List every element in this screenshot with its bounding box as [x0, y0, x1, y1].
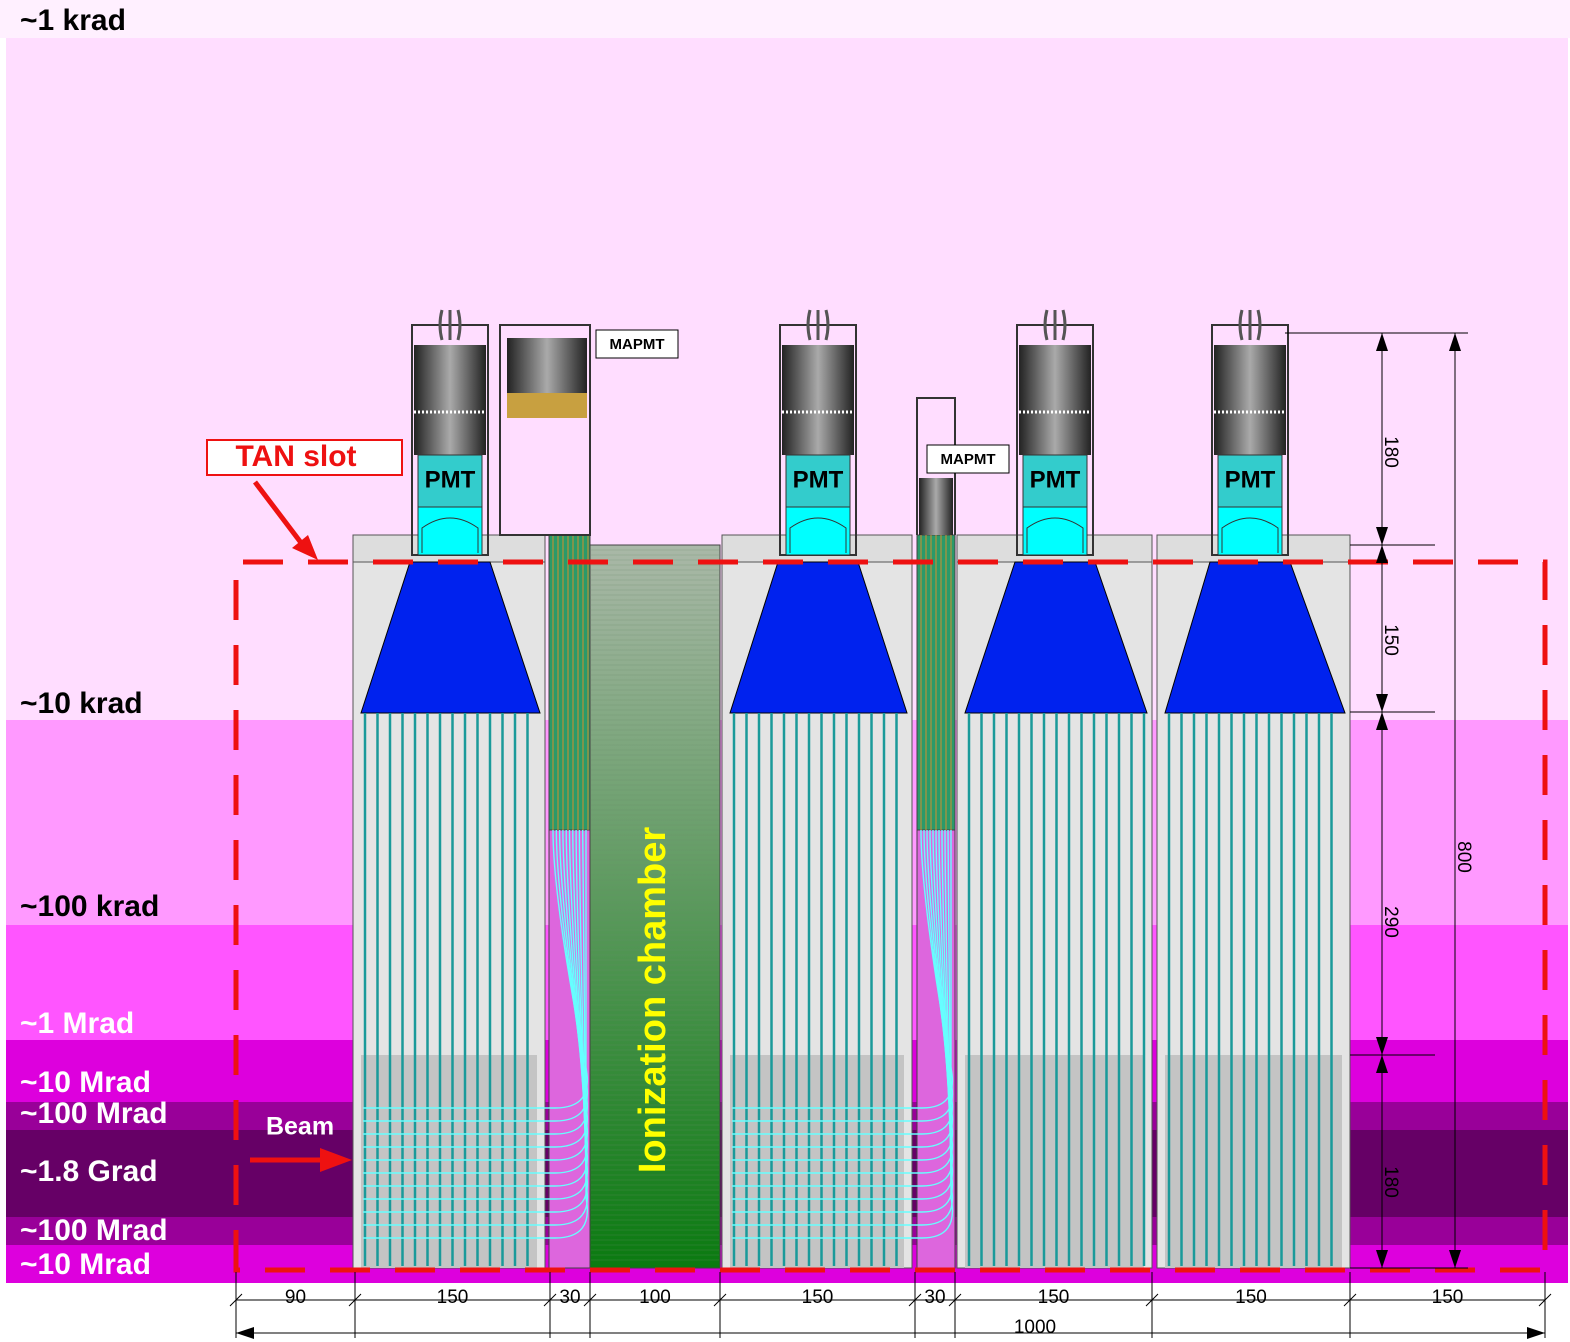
dim-label: 30 — [559, 1287, 580, 1308]
dim-total: 1000 — [1014, 1317, 1056, 1338]
dim-arrow — [236, 1327, 254, 1339]
mapmt — [919, 478, 953, 535]
dim-label: 150 — [1038, 1287, 1070, 1308]
module-lower — [730, 1055, 904, 1268]
module-lower — [361, 1055, 537, 1268]
dim-label: 30 — [924, 1287, 945, 1308]
mapmt-base — [507, 393, 587, 418]
dim-label: 180 — [1380, 436, 1401, 468]
pmt-window — [786, 507, 850, 555]
pmt-body — [1214, 345, 1286, 455]
dose-level: ~100 Mrad — [20, 1097, 168, 1130]
pmt-body — [782, 345, 854, 455]
module-lower — [965, 1055, 1144, 1268]
module-lower — [1165, 1055, 1342, 1268]
pmt-label: PMT — [793, 466, 844, 493]
dim-label: 90 — [285, 1287, 306, 1308]
pmt-label: PMT — [1225, 466, 1276, 493]
dim-total: 800 — [1453, 841, 1474, 873]
pmt-window — [1023, 507, 1087, 555]
dose-level: ~10 krad — [20, 687, 143, 720]
dose-level: ~1 krad — [20, 4, 126, 37]
mapmt-label: MAPMT — [610, 336, 665, 353]
dim-label: 150 — [802, 1287, 834, 1308]
dim-label: 290 — [1380, 906, 1401, 938]
dose-level: ~10 Mrad — [20, 1066, 151, 1099]
pmt-body — [414, 345, 486, 455]
pmt-window — [1218, 507, 1282, 555]
dim-label: 150 — [1235, 1287, 1267, 1308]
dose-level: ~1.8 Grad — [20, 1155, 158, 1188]
pmt-window — [418, 507, 482, 555]
ionization-label: Ionization chamber — [632, 827, 674, 1173]
pmt-label: PMT — [425, 466, 476, 493]
dose-level: ~100 Mrad — [20, 1214, 168, 1247]
fiber-bundle — [549, 535, 590, 830]
dim-label: 150 — [1380, 624, 1401, 656]
dim-label: 150 — [437, 1287, 469, 1308]
dim-arrow — [1527, 1327, 1545, 1339]
pmt-body — [1019, 345, 1091, 455]
detector-diagram: ~1 krad~10 krad~100 krad~1 Mrad~10 Mrad~… — [0, 0, 1570, 1342]
pmt-label: PMT — [1030, 466, 1081, 493]
dim-label: 150 — [1432, 1287, 1464, 1308]
band — [0, 0, 1570, 38]
dim-label: 180 — [1380, 1166, 1401, 1198]
mapmt-label: MAPMT — [941, 451, 996, 468]
tan-slot-label: TAN slot — [235, 440, 356, 473]
dose-level: ~10 Mrad — [20, 1248, 151, 1281]
mapmt — [507, 338, 587, 393]
dim-label: 100 — [639, 1287, 671, 1308]
dose-level: ~100 krad — [20, 890, 159, 923]
dose-level: ~1 Mrad — [20, 1007, 134, 1040]
beam-label: Beam — [266, 1113, 334, 1141]
